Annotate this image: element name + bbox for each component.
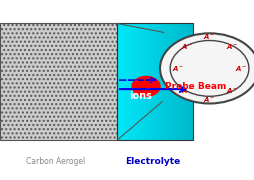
Text: A$^-$: A$^-$ bbox=[226, 86, 238, 95]
Bar bbox=[138, 23, 140, 140]
Bar bbox=[182, 23, 183, 140]
Bar bbox=[168, 23, 169, 140]
Bar bbox=[126, 23, 127, 140]
Bar bbox=[159, 23, 160, 140]
Bar bbox=[154, 23, 155, 140]
Bar bbox=[188, 23, 189, 140]
Bar bbox=[141, 23, 142, 140]
Bar bbox=[152, 23, 154, 140]
Circle shape bbox=[160, 33, 254, 103]
Bar bbox=[184, 23, 186, 140]
Text: Electrolyte: Electrolyte bbox=[125, 158, 180, 166]
Bar bbox=[119, 23, 121, 140]
Bar bbox=[140, 23, 141, 140]
Bar bbox=[121, 23, 122, 140]
Text: A$^-$: A$^-$ bbox=[203, 95, 216, 104]
Circle shape bbox=[170, 40, 249, 96]
Bar bbox=[155, 23, 156, 140]
Bar bbox=[179, 23, 181, 140]
Bar bbox=[185, 23, 187, 140]
Bar bbox=[136, 23, 137, 140]
Bar bbox=[144, 23, 145, 140]
Bar bbox=[177, 23, 178, 140]
Bar bbox=[170, 23, 172, 140]
Bar bbox=[171, 23, 173, 140]
Bar bbox=[161, 23, 163, 140]
Bar bbox=[133, 23, 135, 140]
Bar bbox=[149, 23, 150, 140]
Bar bbox=[123, 23, 125, 140]
Bar bbox=[132, 23, 134, 140]
Bar bbox=[189, 23, 191, 140]
Bar bbox=[147, 23, 149, 140]
Circle shape bbox=[132, 76, 160, 96]
Bar bbox=[131, 23, 132, 140]
Bar bbox=[0, 23, 117, 140]
Bar bbox=[156, 23, 158, 140]
Bar bbox=[122, 23, 123, 140]
Text: A$^-$: A$^-$ bbox=[181, 42, 194, 51]
Bar bbox=[145, 23, 146, 140]
Bar bbox=[190, 23, 192, 140]
Bar bbox=[124, 23, 126, 140]
Bar bbox=[163, 23, 164, 140]
Text: A$^-$: A$^-$ bbox=[235, 64, 247, 73]
Bar bbox=[166, 23, 168, 140]
Bar bbox=[142, 23, 144, 140]
Text: A$^-$: A$^-$ bbox=[203, 32, 216, 41]
Bar bbox=[135, 23, 136, 140]
Bar bbox=[146, 23, 148, 140]
Bar bbox=[118, 23, 120, 140]
Bar bbox=[192, 23, 193, 140]
Text: A$^-$: A$^-$ bbox=[181, 86, 194, 95]
Bar bbox=[150, 23, 151, 140]
Bar bbox=[151, 23, 153, 140]
Text: ions: ions bbox=[130, 91, 152, 101]
Bar bbox=[117, 23, 118, 140]
Text: Carbon Aerogel: Carbon Aerogel bbox=[26, 158, 86, 166]
Bar bbox=[130, 23, 131, 140]
Text: A$^-$: A$^-$ bbox=[226, 42, 238, 51]
Bar bbox=[187, 23, 188, 140]
Bar bbox=[137, 23, 139, 140]
Bar bbox=[169, 23, 170, 140]
Bar bbox=[180, 23, 182, 140]
Bar bbox=[175, 23, 177, 140]
Bar bbox=[173, 23, 174, 140]
Bar bbox=[127, 23, 129, 140]
Bar bbox=[157, 23, 159, 140]
Bar bbox=[117, 23, 193, 140]
Bar bbox=[183, 23, 184, 140]
Bar bbox=[160, 23, 162, 140]
Bar bbox=[178, 23, 179, 140]
Bar bbox=[128, 23, 130, 140]
Bar bbox=[165, 23, 167, 140]
Bar bbox=[174, 23, 176, 140]
Text: A$^-$: A$^-$ bbox=[172, 64, 184, 73]
Text: Probe Beam: Probe Beam bbox=[165, 82, 227, 91]
Bar bbox=[164, 23, 165, 140]
